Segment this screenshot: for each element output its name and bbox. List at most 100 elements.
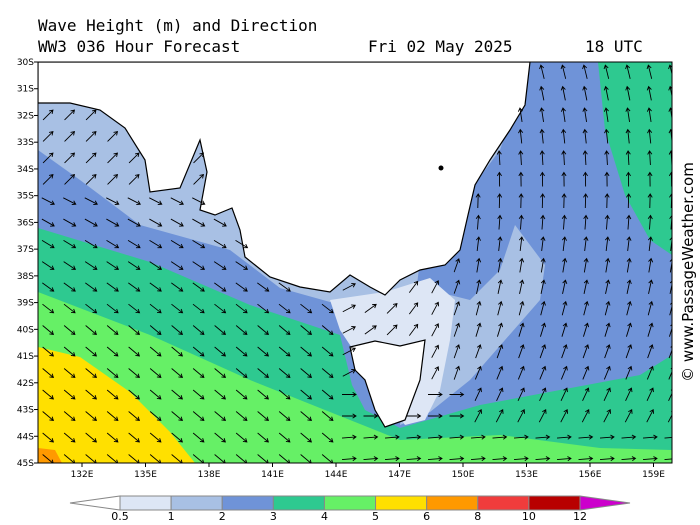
arrow [476,257,482,273]
arrow [603,409,612,423]
arrow [149,303,162,314]
arrow [128,389,141,400]
arrow [192,432,205,443]
arrow [63,261,77,270]
arrow [42,411,55,422]
arrow [386,302,398,314]
arrow [235,239,249,249]
arrow [192,346,205,357]
arrow [128,411,141,422]
arrow [646,409,655,423]
arrow [583,193,589,209]
arrow [449,456,465,462]
lat-label: 37S [17,245,34,255]
time: 18 UTC [585,37,643,56]
arrow [235,282,248,292]
arrow [106,218,120,227]
arrow [427,456,443,462]
arrow [518,128,524,144]
arrow [497,322,504,337]
arrow [583,257,589,273]
arrow [235,303,248,314]
cb-label: 4 [321,510,328,523]
arrow [625,150,631,166]
arrow [342,325,356,334]
arrow [63,389,76,400]
cb-segment [272,495,325,511]
arrow [453,301,461,316]
arrow [193,152,205,164]
arrow [192,261,206,270]
arrow [170,239,184,249]
arrow [149,346,162,357]
band-6-8 [38,448,62,463]
arrow [84,239,98,249]
arrow [540,214,546,230]
arrow [626,214,632,230]
arrow [642,434,658,440]
arrow [453,258,461,273]
arrow [539,171,545,187]
arrow [106,239,120,249]
arrow [431,344,440,358]
arrow [518,193,524,209]
arrow [431,280,440,294]
arrow [192,282,205,292]
arrow [213,218,227,227]
arrow [496,150,502,166]
arrow [342,391,357,398]
arrow [582,64,588,79]
arrow [626,257,632,273]
arrow [518,344,525,359]
arrows [41,64,672,463]
arrow [300,325,313,336]
lon-label: 156E [579,470,602,480]
cb-label: 12 [573,510,587,523]
arrow [538,409,547,423]
arrow [363,456,379,462]
arrow [41,197,55,206]
arrow [517,107,523,122]
arrow [475,236,481,252]
arrow [342,282,356,291]
arrow [476,279,482,294]
arrow [63,325,76,336]
arrow [582,171,588,187]
arrow [85,411,98,422]
arrow [235,368,248,379]
arrow [127,239,141,249]
arrow [561,322,568,337]
arrow [128,173,140,185]
arrow [193,173,205,185]
arrow [408,323,419,336]
arrow [562,257,568,273]
arrow [192,389,205,400]
wave-field [38,62,672,463]
arrow [582,365,590,380]
lat-label: 33S [17,138,34,148]
lat-labels: 30S 31S 32S 33S 34S 35S 36S 37S 38S 39S 40S 41S 42S 4… [17,58,38,469]
arrow [171,303,184,314]
arrow [42,368,55,379]
colorbar: 0.5 1 2 3 4 5 6 8 10 12 [69,495,631,523]
arrow [408,280,419,293]
arrow [642,456,658,462]
arrow [496,387,504,402]
arrow [127,197,141,206]
arrow [540,322,547,337]
cb-segment [477,495,530,511]
arrow [149,197,163,206]
arrow [42,282,55,292]
arrow [342,368,356,377]
arrow [170,261,184,270]
arrow [63,239,77,249]
arrow [321,368,334,379]
arrow [214,411,227,422]
arrow [647,236,653,252]
arrow [605,279,611,294]
arrow [341,434,357,440]
arrow [647,171,653,187]
arrow [106,389,119,400]
arrow [63,411,76,422]
arrow [127,261,141,270]
